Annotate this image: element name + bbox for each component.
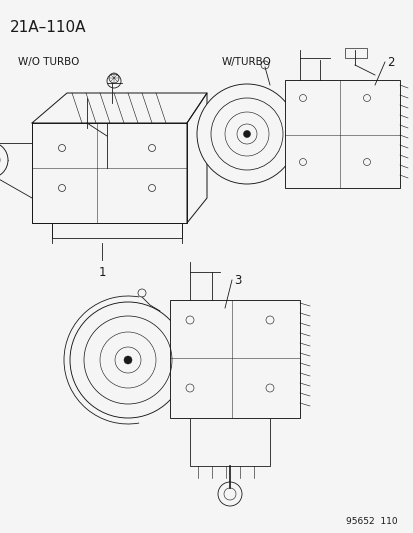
Text: 2: 2	[386, 56, 394, 69]
Text: 3: 3	[233, 274, 241, 287]
Bar	[190, 418, 269, 466]
Bar	[170, 300, 299, 418]
Text: W/TURBO: W/TURBO	[221, 57, 271, 67]
Circle shape	[243, 131, 250, 138]
Text: W/O TURBO: W/O TURBO	[18, 57, 79, 67]
Text: 21A–110A: 21A–110A	[10, 20, 86, 35]
Bar	[344, 48, 366, 58]
Circle shape	[107, 74, 121, 88]
Circle shape	[218, 482, 242, 506]
Circle shape	[70, 302, 185, 418]
Circle shape	[0, 142, 8, 178]
Bar	[284, 80, 399, 188]
Circle shape	[124, 356, 132, 364]
Text: 1: 1	[98, 266, 105, 279]
Text: 95652  110: 95652 110	[346, 517, 397, 526]
Circle shape	[197, 84, 296, 184]
